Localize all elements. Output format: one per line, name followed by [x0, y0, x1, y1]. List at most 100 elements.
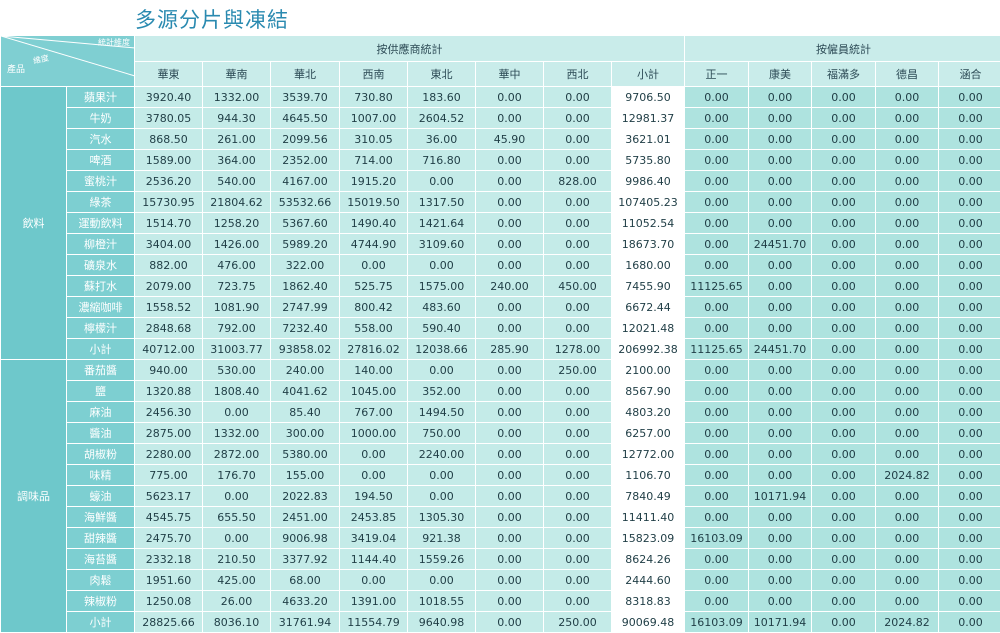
employee-value-cell: 0.00	[875, 422, 939, 444]
value-cell: 1559.26	[407, 548, 476, 570]
employee-value-cell: 0.00	[875, 485, 939, 507]
subtotal-cell: 9706.50	[611, 86, 685, 108]
value-cell: 767.00	[339, 401, 408, 423]
value-cell: 0.00	[543, 548, 612, 570]
employee-value-cell: 0.00	[811, 191, 876, 213]
employee-value-cell: 0.00	[811, 128, 876, 150]
employee-value-cell: 24451.70	[748, 338, 812, 360]
value-cell: 36.00	[407, 128, 476, 150]
table-row: 飲料 蘋果汁 3920.40 1332.00 3539.70 730.80 183.60 0.…	[0, 86, 1000, 360]
value-cell: 0.00	[407, 254, 476, 276]
employee-value-cell: 0.00	[811, 170, 876, 192]
subtotal-cell: 2100.00	[611, 359, 685, 381]
category-cell: 飲料	[0, 86, 67, 360]
employee-value-cell: 16103.09	[684, 527, 749, 549]
employee-value-cell: 0.00	[937, 191, 1000, 213]
value-cell: 2099.56	[270, 128, 340, 150]
value-cell: 1575.00	[407, 275, 476, 297]
column-header-supplier: 華南	[202, 61, 271, 87]
employee-value-cell: 16103.09	[684, 611, 749, 633]
employee-value-cell: 0.00	[937, 338, 1000, 360]
product-cell: 蘋果汁	[66, 86, 135, 108]
subtotal-cell: 9986.40	[611, 170, 685, 192]
employee-value-cell: 0.00	[875, 401, 939, 423]
value-cell: 1018.55	[407, 590, 476, 612]
value-cell: 530.00	[202, 359, 271, 381]
column-header-employee: 正一	[684, 61, 749, 87]
employee-value-cell: 0.00	[684, 443, 749, 465]
product-cell: 蘇打水	[66, 275, 135, 297]
product-cell: 柳橙汁	[66, 233, 135, 255]
employee-value-cell: 0.00	[748, 86, 812, 108]
subtotal-cell: 8567.90	[611, 380, 685, 402]
employee-value-cell: 0.00	[875, 275, 939, 297]
column-header-employee: 福滿多	[811, 61, 876, 87]
value-cell: 85.40	[270, 401, 340, 423]
employee-value-cell: 0.00	[811, 485, 876, 507]
value-cell: 0.00	[475, 254, 544, 276]
employee-value-cell: 10171.94	[748, 485, 812, 507]
value-cell: 1862.40	[270, 275, 340, 297]
employee-value-cell: 2024.82	[875, 611, 939, 633]
table-row: 胡椒粉 2280.00 2872.00 5380.00 0.00 2240.00 0.00 0…	[1, 443, 1000, 465]
value-cell: 28825.66	[134, 611, 203, 633]
employee-value-cell: 0.00	[811, 254, 876, 276]
value-cell: 723.75	[202, 275, 271, 297]
value-cell: 15730.95	[134, 191, 203, 213]
subtotal-cell: 7455.90	[611, 275, 685, 297]
value-cell: 261.00	[202, 128, 271, 150]
product-cell: 汽水	[66, 128, 135, 150]
value-cell: 310.05	[339, 128, 408, 150]
column-header-employee: 德昌	[875, 61, 939, 87]
employee-value-cell: 0.00	[875, 338, 939, 360]
value-cell: 940.00	[134, 359, 203, 381]
employee-value-cell: 0.00	[937, 422, 1000, 444]
value-cell: 2747.99	[270, 296, 340, 318]
employee-value-cell: 0.00	[748, 128, 812, 150]
value-cell: 0.00	[202, 527, 271, 549]
value-cell: 12038.66	[407, 338, 476, 360]
subtotal-cell: 11411.40	[611, 506, 685, 528]
subtotal-cell: 3621.01	[611, 128, 685, 150]
value-cell: 26.00	[202, 590, 271, 612]
product-cell: 味精	[66, 464, 135, 486]
employee-value-cell: 0.00	[811, 422, 876, 444]
table-row: 肉鬆 1951.60 425.00 68.00 0.00 0.00 0.00 0.00 2444…	[1, 569, 1000, 591]
employee-value-cell: 0.00	[684, 590, 749, 612]
subtotal-cell: 6257.00	[611, 422, 685, 444]
employee-value-cell: 0.00	[811, 338, 876, 360]
value-cell: 0.00	[475, 527, 544, 549]
value-cell: 250.00	[543, 611, 612, 633]
value-cell: 0.00	[543, 422, 612, 444]
value-cell: 0.00	[475, 107, 544, 129]
value-cell: 1494.50	[407, 401, 476, 423]
employee-value-cell: 0.00	[684, 359, 749, 381]
employee-value-cell: 0.00	[684, 149, 749, 171]
value-cell: 0.00	[475, 590, 544, 612]
value-cell: 0.00	[543, 296, 612, 318]
value-cell: 40712.00	[134, 338, 203, 360]
employee-value-cell: 0.00	[684, 254, 749, 276]
value-cell: 1332.00	[202, 86, 271, 108]
product-cell: 礦泉水	[66, 254, 135, 276]
table-row: 小計 40712.00 31003.77 93858.02 27816.02 12038.…	[1, 338, 1000, 360]
value-cell: 240.00	[270, 359, 340, 381]
employee-value-cell: 0.00	[684, 380, 749, 402]
value-cell: 2604.52	[407, 107, 476, 129]
table-row: 小計 28825.66 8036.10 31761.94 11554.79 9640.98…	[1, 611, 1000, 633]
value-cell: 775.00	[134, 464, 203, 486]
employee-value-cell: 0.00	[937, 107, 1000, 129]
column-header-row: 華東 華南 華北 西南 東北 華中 西北 小計 正一 康美 福滿多 德昌 涵合	[1, 61, 1000, 87]
employee-value-cell: 0.00	[811, 86, 876, 108]
employee-value-cell: 0.00	[811, 590, 876, 612]
employee-value-cell: 0.00	[937, 359, 1000, 381]
value-cell: 3539.70	[270, 86, 340, 108]
employee-value-cell: 0.00	[937, 128, 1000, 150]
value-cell: 0.00	[339, 254, 408, 276]
table-row: 鹽 1320.88 1808.40 4041.62 1045.00 352.00 0.00 0…	[1, 380, 1000, 402]
employee-value-cell: 0.00	[748, 506, 812, 528]
value-cell: 15019.50	[339, 191, 408, 213]
employee-value-cell: 0.00	[684, 485, 749, 507]
employee-value-cell: 0.00	[748, 296, 812, 318]
value-cell: 476.00	[202, 254, 271, 276]
